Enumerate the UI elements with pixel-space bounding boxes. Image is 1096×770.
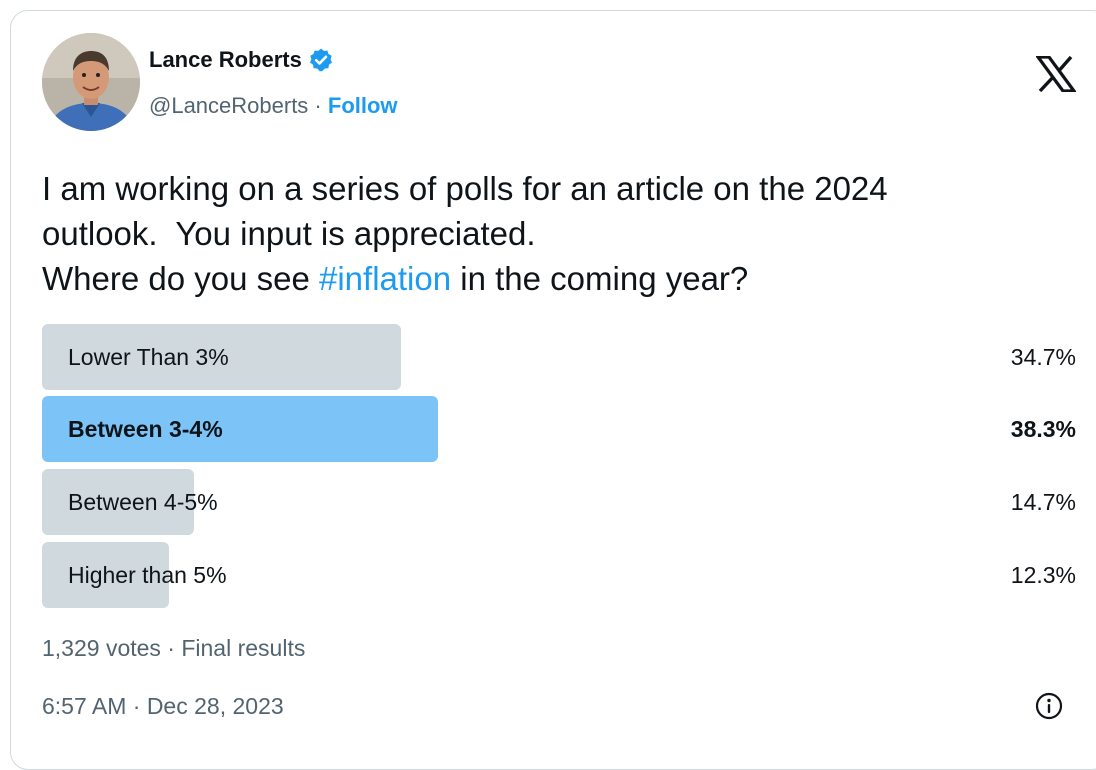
tweet-text-fragment: Where do you see — [42, 260, 319, 297]
poll-result-bar — [42, 469, 194, 535]
hashtag-link[interactable]: #inflation — [319, 260, 452, 297]
tweet-text-line: outlook. You input is appreciated. — [42, 215, 536, 252]
handle-separator: · — [308, 93, 328, 118]
author-handle-row: @LanceRoberts · Follow — [149, 93, 398, 119]
poll-option[interactable]: Between 4-5% 14.7% — [42, 469, 1076, 535]
tweet-text-line: I am working on a series of polls for an… — [42, 170, 888, 207]
poll-option-label: Lower Than 3% — [68, 344, 229, 370]
author-handle[interactable]: @LanceRoberts — [149, 93, 309, 118]
poll-result-bar — [42, 396, 438, 462]
avatar[interactable] — [42, 33, 140, 131]
poll-option-label: Higher than 5% — [68, 562, 227, 588]
poll-result-bar — [42, 542, 169, 608]
poll-option-percent: 14.7% — [1010, 489, 1076, 515]
poll-summary: 1,329 votes · Final results — [42, 635, 306, 661]
verified-badge-icon — [308, 47, 334, 73]
author-display-name[interactable]: Lance Roberts — [149, 47, 302, 72]
tweet-card: Lance Roberts @LanceRoberts · Follow I a… — [10, 10, 1096, 770]
tweet-text: I am working on a series of polls for an… — [42, 166, 1082, 301]
author-name-row: Lance Roberts — [149, 47, 334, 73]
poll-option-label: Between 4-5% — [68, 489, 218, 515]
poll-result-bar — [42, 324, 401, 390]
poll-option-percent: 12.3% — [1010, 562, 1076, 588]
tweet-text-line: Where do you see #inflation in the comin… — [42, 256, 1082, 301]
x-logo-icon[interactable] — [1034, 55, 1078, 93]
follow-link[interactable]: Follow — [327, 93, 398, 118]
tweet-text-fragment: in the coming year? — [451, 260, 749, 297]
poll-option[interactable]: Higher than 5% 12.3% — [42, 542, 1076, 608]
poll-option-percent: 34.7% — [1010, 344, 1076, 370]
poll-option[interactable]: Lower Than 3% 34.7% — [42, 324, 1076, 390]
info-icon[interactable] — [1034, 691, 1064, 721]
poll-option-label: Between 3-4% — [68, 416, 223, 442]
poll-option-percent: 38.3% — [1010, 416, 1076, 442]
poll-option[interactable]: Between 3-4% 38.3% — [42, 396, 1076, 462]
tweet-timestamp[interactable]: 6:57 AM · Dec 28, 2023 — [42, 693, 284, 719]
